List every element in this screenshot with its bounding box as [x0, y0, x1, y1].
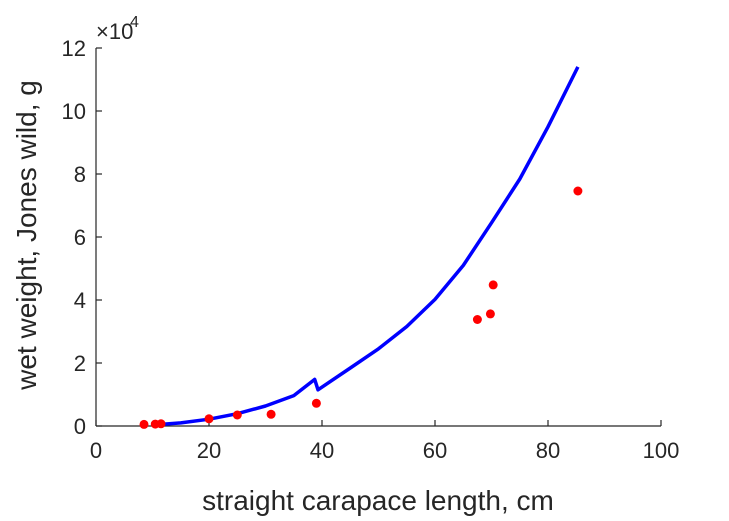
- y-tick-label: 0: [74, 414, 86, 439]
- fit-curve: [160, 66, 580, 427]
- y-tick-label: 10: [62, 99, 86, 124]
- data-point: [488, 280, 498, 290]
- data-point: [156, 419, 166, 429]
- data-point: [573, 186, 583, 196]
- x-tick-label: 0: [90, 438, 102, 463]
- data-point: [204, 414, 214, 424]
- x-tick-label: 20: [197, 438, 221, 463]
- x-tick-label: 60: [423, 438, 447, 463]
- y-tick-label: 12: [62, 36, 86, 61]
- data-point: [472, 315, 482, 324]
- y-exponent-base: ×10: [96, 19, 133, 44]
- data-point: [485, 309, 495, 319]
- data-point: [232, 410, 242, 420]
- y-tick-label: 8: [74, 162, 86, 187]
- x-tick-label: 100: [643, 438, 680, 463]
- y-tick-label: 6: [74, 225, 86, 250]
- axes: [95, 47, 662, 427]
- tick-labels: 0 20 40 60 80 100 0 2 4 6 8 10 12: [62, 36, 680, 463]
- series-layer: [139, 66, 583, 429]
- y-exponent-power: 4: [130, 14, 139, 31]
- x-tick-label: 80: [536, 438, 560, 463]
- data-point: [266, 409, 276, 419]
- x-tick-label: 40: [310, 438, 334, 463]
- y-axis-label: wet weight, Jones wild, g: [11, 80, 42, 391]
- y-tick-label: 2: [74, 351, 86, 376]
- data-point: [139, 419, 149, 429]
- x-axis-label: straight carapace length, cm: [202, 485, 554, 516]
- data-point: [311, 398, 321, 408]
- y-tick-label: 4: [74, 288, 86, 313]
